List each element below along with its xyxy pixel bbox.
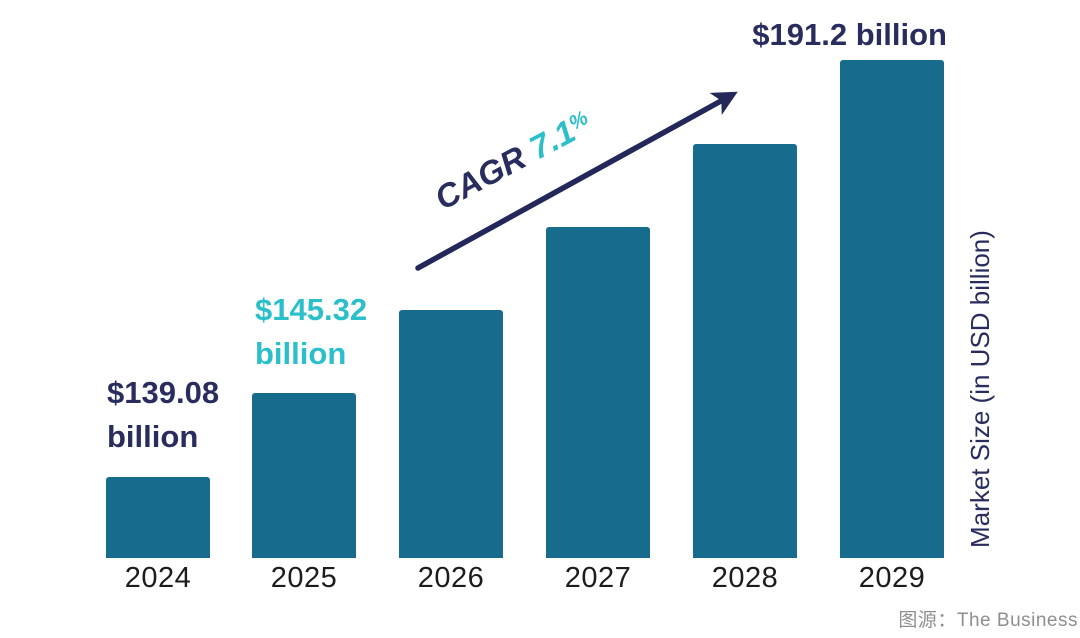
bar-2027 [546,227,650,558]
y-axis-label: Market Size (in USD billion) [965,230,995,548]
value-label-2029: $191.2 billion [752,17,947,52]
source-attribution: 图源：The Business [898,610,1078,631]
bar-2026 [399,310,503,558]
bar-2025 [252,393,356,558]
value-label-2025: $145.32 billion [255,292,368,371]
cagr-label: CAGR [428,138,532,217]
x-tick-2028: 2028 [711,562,779,594]
bar-2028 [693,144,797,558]
x-tick-2026: 2026 [417,562,485,594]
value-label-2024: $139.08 billion [107,375,220,454]
x-tick-2027: 2027 [564,562,632,594]
x-tick-2025: 2025 [270,562,338,594]
bar-2024 [106,477,210,558]
x-tick-2024: 2024 [124,562,192,594]
bar-2029 [840,60,944,558]
x-tick-2029: 2029 [858,562,926,594]
